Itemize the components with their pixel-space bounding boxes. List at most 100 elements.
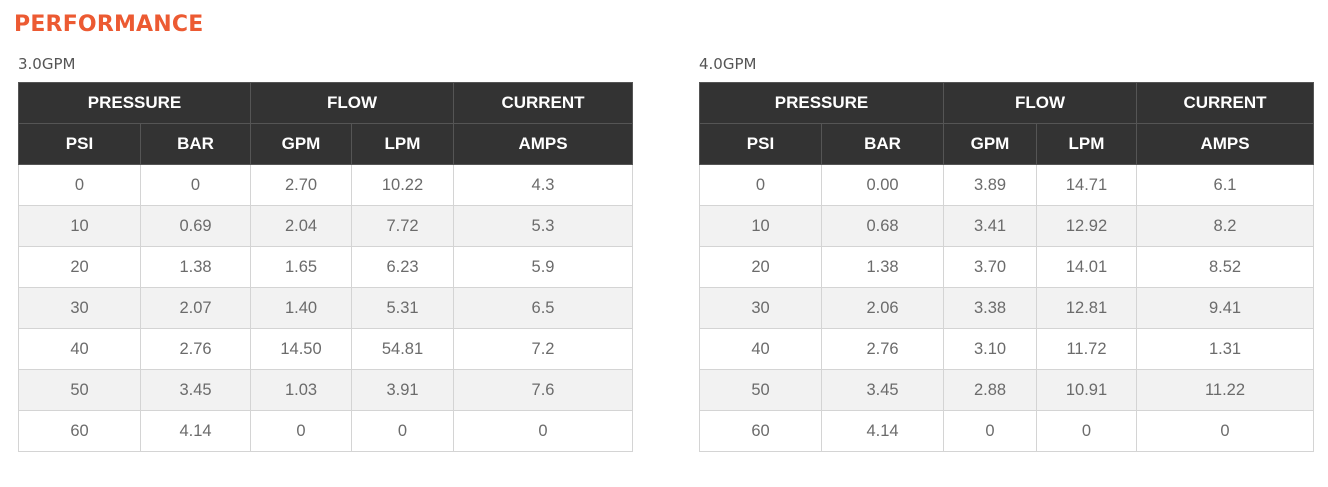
- performance-block-4gpm: 4.0GPM PRESSURE FLOW CURRENT PSI BAR GPM…: [699, 54, 1314, 452]
- cell-lpm: 12.81: [1036, 287, 1137, 329]
- table-caption: 4.0GPM: [699, 55, 757, 73]
- cell-lpm: 12.92: [1036, 205, 1137, 247]
- cell-psi: 0: [18, 164, 141, 206]
- cell-gpm: 3.89: [943, 164, 1037, 206]
- table-row: 10 0.69 2.04 7.72 5.3: [18, 205, 633, 247]
- cell-lpm: 14.71: [1036, 164, 1137, 206]
- cell-psi: 40: [699, 328, 822, 370]
- table-row: 60 4.14 0 0 0: [18, 410, 633, 452]
- cell-lpm: 54.81: [351, 328, 454, 370]
- cell-psi: 10: [18, 205, 141, 247]
- column-header-amps: AMPS: [1136, 123, 1314, 165]
- cell-bar: 2.76: [140, 328, 251, 370]
- cell-amps: 8.52: [1136, 246, 1314, 288]
- cell-amps: 0: [453, 410, 633, 452]
- cell-lpm: 3.91: [351, 369, 454, 411]
- cell-bar: 2.76: [821, 328, 944, 370]
- cell-gpm: 2.70: [250, 164, 352, 206]
- cell-bar: 4.14: [821, 410, 944, 452]
- cell-amps: 5.9: [453, 246, 633, 288]
- group-header-flow: FLOW: [943, 82, 1137, 124]
- cell-lpm: 11.72: [1036, 328, 1137, 370]
- table-body: 0 0 2.70 10.22 4.3 10 0.69 2.04 7.72 5.3 20 1.38 1.6…: [18, 164, 633, 452]
- cell-amps: 0: [1136, 410, 1314, 452]
- cell-amps: 7.6: [453, 369, 633, 411]
- cell-amps: 1.31: [1136, 328, 1314, 370]
- table-row: 0 0.00 3.89 14.71 6.1: [699, 164, 1314, 206]
- table-row: 30 2.06 3.38 12.81 9.41: [699, 287, 1314, 329]
- column-header-gpm: GPM: [943, 123, 1037, 165]
- cell-lpm: 7.72: [351, 205, 454, 247]
- group-header-row: PRESSURE FLOW CURRENT: [699, 82, 1314, 124]
- table-row: 50 3.45 1.03 3.91 7.6: [18, 369, 633, 411]
- cell-bar: 0.00: [821, 164, 944, 206]
- cell-amps: 5.3: [453, 205, 633, 247]
- cell-lpm: 6.23: [351, 246, 454, 288]
- cell-amps: 7.2: [453, 328, 633, 370]
- cell-lpm: 10.22: [351, 164, 454, 206]
- table-row: 30 2.07 1.40 5.31 6.5: [18, 287, 633, 329]
- column-header-bar: BAR: [821, 123, 944, 165]
- page-title: PERFORMANCE: [14, 12, 204, 37]
- cell-psi: 30: [699, 287, 822, 329]
- cell-gpm: 1.65: [250, 246, 352, 288]
- cell-gpm: 0: [250, 410, 352, 452]
- group-header-pressure: PRESSURE: [18, 82, 251, 124]
- cell-psi: 30: [18, 287, 141, 329]
- cell-amps: 6.1: [1136, 164, 1314, 206]
- table-row: 0 0 2.70 10.22 4.3: [18, 164, 633, 206]
- cell-gpm: 3.70: [943, 246, 1037, 288]
- table-row: 50 3.45 2.88 10.91 11.22: [699, 369, 1314, 411]
- cell-gpm: 3.10: [943, 328, 1037, 370]
- cell-bar: 1.38: [821, 246, 944, 288]
- cell-psi: 10: [699, 205, 822, 247]
- performance-block-3gpm: 3.0GPM PRESSURE FLOW CURRENT PSI BAR GPM…: [18, 54, 633, 452]
- cell-psi: 50: [699, 369, 822, 411]
- column-header-psi: PSI: [18, 123, 141, 165]
- column-header-gpm: GPM: [250, 123, 352, 165]
- cell-psi: 60: [18, 410, 141, 452]
- table-row: 20 1.38 3.70 14.01 8.52: [699, 246, 1314, 288]
- cell-lpm: 10.91: [1036, 369, 1137, 411]
- cell-psi: 20: [699, 246, 822, 288]
- cell-bar: 1.38: [140, 246, 251, 288]
- table-row: 40 2.76 14.50 54.81 7.2: [18, 328, 633, 370]
- cell-gpm: 3.41: [943, 205, 1037, 247]
- cell-amps: 11.22: [1136, 369, 1314, 411]
- column-header-amps: AMPS: [453, 123, 633, 165]
- table-row: 10 0.68 3.41 12.92 8.2: [699, 205, 1314, 247]
- cell-amps: 4.3: [453, 164, 633, 206]
- cell-bar: 0: [140, 164, 251, 206]
- performance-table-4gpm: PRESSURE FLOW CURRENT PSI BAR GPM LPM AM…: [699, 82, 1314, 452]
- cell-psi: 0: [699, 164, 822, 206]
- cell-lpm: 14.01: [1036, 246, 1137, 288]
- cell-gpm: 2.04: [250, 205, 352, 247]
- performance-table-3gpm: PRESSURE FLOW CURRENT PSI BAR GPM LPM AM…: [18, 82, 633, 452]
- group-header-current: CURRENT: [453, 82, 633, 124]
- table-row: 40 2.76 3.10 11.72 1.31: [699, 328, 1314, 370]
- cell-psi: 40: [18, 328, 141, 370]
- cell-gpm: 1.40: [250, 287, 352, 329]
- table-body: 0 0.00 3.89 14.71 6.1 10 0.68 3.41 12.92 8.2 20 1.3…: [699, 164, 1314, 452]
- cell-amps: 6.5: [453, 287, 633, 329]
- cell-psi: 60: [699, 410, 822, 452]
- cell-lpm: 0: [351, 410, 454, 452]
- cell-gpm: 14.50: [250, 328, 352, 370]
- cell-bar: 2.07: [140, 287, 251, 329]
- table-row: 60 4.14 0 0 0: [699, 410, 1314, 452]
- cell-gpm: 3.38: [943, 287, 1037, 329]
- cell-bar: 3.45: [821, 369, 944, 411]
- column-header-row: PSI BAR GPM LPM AMPS: [18, 123, 633, 165]
- column-header-bar: BAR: [140, 123, 251, 165]
- column-header-lpm: LPM: [351, 123, 454, 165]
- group-header-flow: FLOW: [250, 82, 454, 124]
- group-header-pressure: PRESSURE: [699, 82, 944, 124]
- group-header-row: PRESSURE FLOW CURRENT: [18, 82, 633, 124]
- cell-bar: 0.68: [821, 205, 944, 247]
- cell-psi: 20: [18, 246, 141, 288]
- cell-gpm: 2.88: [943, 369, 1037, 411]
- group-header-current: CURRENT: [1136, 82, 1314, 124]
- column-header-lpm: LPM: [1036, 123, 1137, 165]
- cell-lpm: 0: [1036, 410, 1137, 452]
- cell-bar: 4.14: [140, 410, 251, 452]
